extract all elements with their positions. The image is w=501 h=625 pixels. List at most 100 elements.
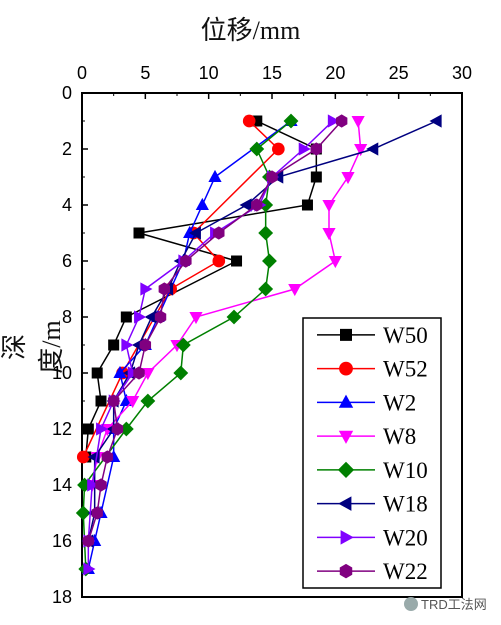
data-point-w8 [354,144,368,157]
y-tick-label: 10 [52,363,72,383]
wechat-icon [404,597,418,611]
data-point-w18 [188,226,201,240]
data-point-w22 [91,506,103,520]
data-point-w50 [120,311,132,323]
y-tick-label: 18 [52,587,72,607]
x-tick-label: 25 [389,63,409,83]
legend-marker-w22 [339,563,353,579]
data-point-w20 [121,338,134,352]
data-point-w22 [82,534,95,548]
data-point-w22 [139,338,152,352]
x-tick-label: 0 [77,63,87,83]
y-tick-label: 14 [52,475,72,495]
x-axis-title: 位移/mm [200,16,301,45]
legend-label-w18: W18 [383,492,428,517]
data-point-w52 [272,142,285,156]
data-point-w8 [126,396,140,409]
data-point-w50 [108,339,120,351]
data-point-w20 [140,282,153,296]
data-point-w10 [173,365,189,381]
data-point-w22 [95,478,107,492]
legend-box [302,317,442,589]
y-tick-label: 0 [62,83,72,103]
x-tick-label: 10 [199,63,219,83]
legend-label-w10: W10 [383,458,428,483]
data-point-w50 [95,395,107,407]
data-point-w52 [212,254,226,268]
data-point-w10 [118,421,134,437]
y-tick-label: 16 [52,531,72,551]
data-point-w50 [251,115,263,127]
data-point-w22 [154,310,167,324]
legend-marker-w52 [339,361,353,376]
data-point-w22 [158,282,171,296]
data-point-w20 [96,422,109,436]
legend-label-w50: W50 [383,323,428,348]
watermark-text: TRD工法网 [421,597,487,612]
data-point-w22 [251,198,263,212]
data-point-w8 [322,228,336,241]
data-point-w22 [213,226,225,240]
data-point-w50 [91,367,103,379]
data-point-w50 [310,171,322,183]
legend-label-w8: W8 [383,424,416,449]
legend-label-w20: W20 [383,525,428,550]
data-point-w10 [175,337,191,353]
data-point-w10 [249,141,265,157]
data-point-w22 [180,254,192,268]
x-tick-label: 30 [452,63,472,83]
legend-marker-w2 [338,394,354,408]
y-tick-label: 4 [62,195,72,215]
data-point-w22 [107,394,120,408]
y-tick-label: 2 [62,139,72,159]
legend-marker-w50 [340,328,352,341]
legend-marker-w8 [338,430,354,444]
legend-marker-w20 [340,530,354,545]
data-point-w10 [140,393,156,409]
y-tick-label: 8 [62,307,72,327]
data-point-w2 [119,393,133,406]
data-point-w20 [87,478,100,492]
data-point-w10 [258,225,274,241]
legend-label-w22: W22 [383,559,428,584]
data-point-w20 [298,142,311,156]
data-point-w8 [351,116,365,129]
data-point-w50 [231,255,243,267]
data-point-w10 [262,253,277,269]
y-tick-label: 12 [52,419,72,439]
data-point-w20 [83,562,96,576]
watermark: TRD工法网 [404,594,487,613]
data-point-w22 [101,450,114,464]
data-point-w22 [133,366,145,380]
data-point-w18 [429,114,442,128]
data-point-w8 [322,200,336,213]
series-line-w22 [87,120,343,542]
data-point-w50 [133,227,145,239]
data-point-w20 [327,114,340,128]
x-tick-label: 20 [325,63,345,83]
data-point-w18 [239,198,252,212]
data-point-w10 [283,113,299,129]
data-point-w52 [76,450,90,464]
data-point-w8 [341,172,355,185]
data-point-w22 [335,114,348,128]
data-point-w10 [75,505,91,521]
data-point-w22 [310,142,323,156]
data-point-w18 [366,142,379,156]
data-point-w10 [258,281,274,297]
legend-marker-w10 [337,461,355,478]
data-point-w10 [226,309,242,325]
data-point-w18 [144,310,157,324]
data-point-w8 [288,284,302,297]
data-point-w2 [208,169,222,182]
legend-marker-w18 [338,496,352,511]
x-tick-label: 15 [262,63,282,83]
data-point-w2 [195,197,209,210]
data-point-w8 [328,256,342,269]
legend-label-w2: W2 [383,390,416,415]
data-point-w50 [301,199,313,211]
data-point-w20 [134,310,147,324]
x-tick-label: 5 [140,63,150,83]
y-tick-label: 6 [62,251,72,271]
